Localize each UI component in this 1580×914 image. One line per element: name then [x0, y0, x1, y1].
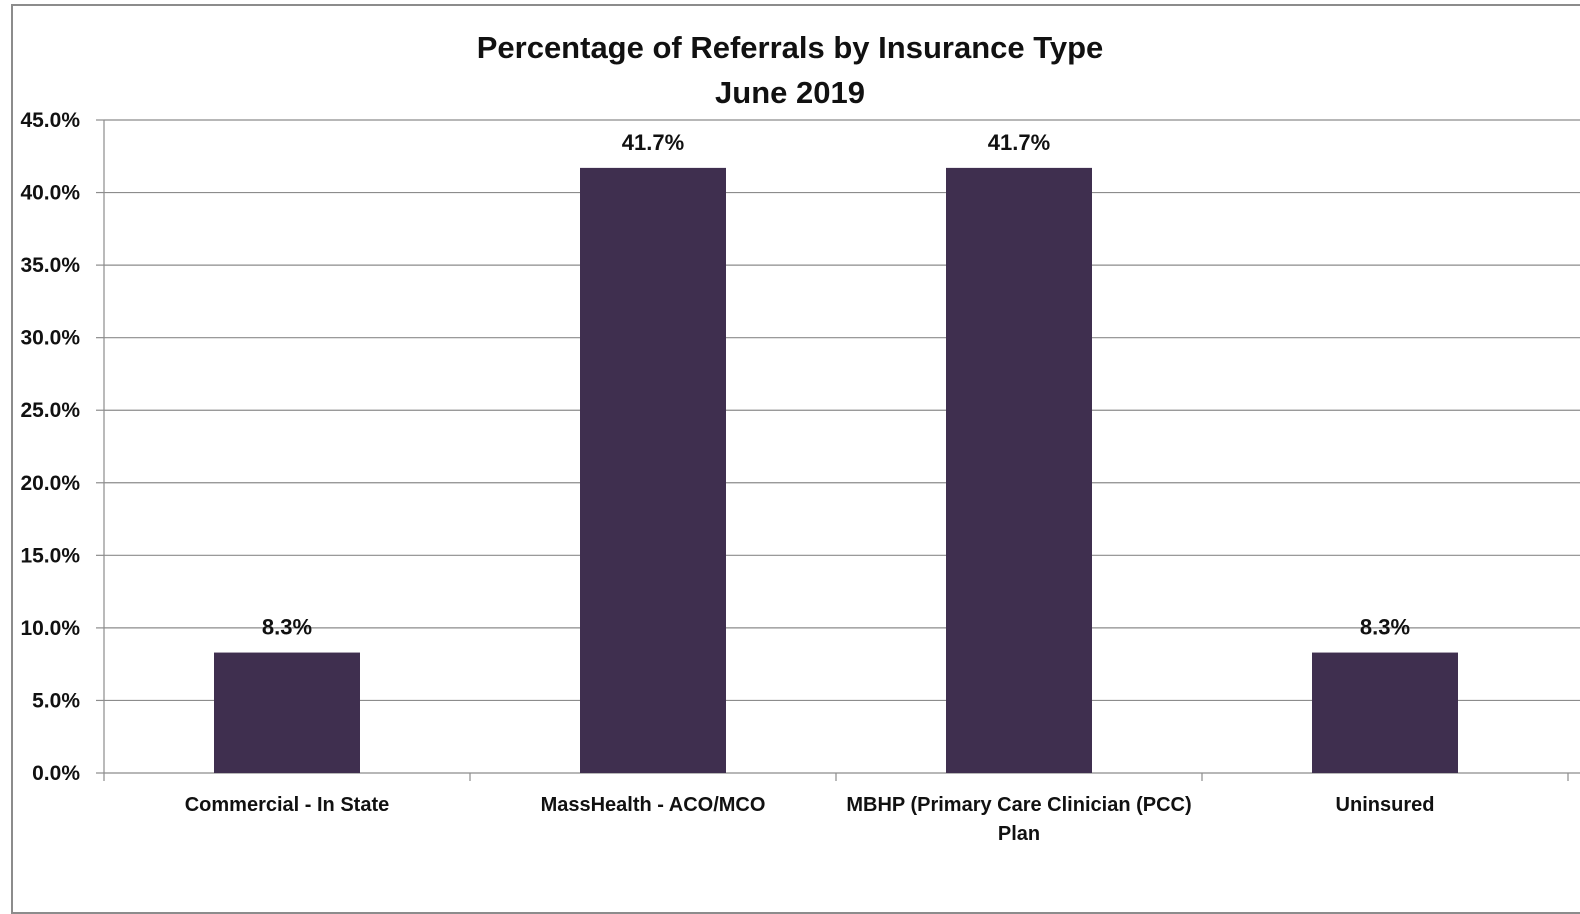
- bars: [214, 167, 1458, 774]
- category-label: MassHealth - ACO/MCO: [541, 794, 766, 816]
- data-label: 8.3%: [1360, 615, 1410, 640]
- bar: [580, 167, 726, 774]
- chart-subtitle: June 2019: [715, 75, 865, 110]
- y-tick-label: 45.0%: [20, 109, 80, 132]
- y-tick-label: 5.0%: [32, 689, 80, 712]
- chart-title: Percentage of Referrals by Insurance Typ…: [476, 30, 1104, 65]
- x-axis: [103, 772, 1580, 781]
- y-tick-label: 30.0%: [20, 327, 80, 350]
- y-tick-label: 40.0%: [20, 182, 80, 205]
- data-labels: 8.3% 41.7% 41.7% 8.3%: [262, 130, 1410, 640]
- gridlines: [104, 119, 1580, 702]
- bar: [214, 652, 360, 773]
- category-label: Commercial - In State: [185, 794, 390, 816]
- data-label: 8.3%: [262, 615, 312, 640]
- data-label: 41.7%: [988, 130, 1050, 155]
- y-tick-label: 15.0%: [20, 544, 80, 567]
- y-tick-label: 35.0%: [20, 254, 80, 277]
- category-label: Plan: [998, 823, 1040, 845]
- y-tick-label: 10.0%: [20, 617, 80, 640]
- category-label: MBHP (Primary Care Clinician (PCC): [846, 794, 1191, 816]
- data-label: 41.7%: [622, 130, 684, 155]
- y-axis: 0.0% 5.0% 10.0% 15.0% 20.0% 25.0% 30.0% 35.0% 40…: [20, 109, 105, 785]
- category-label: Uninsured: [1336, 794, 1435, 816]
- bar: [1312, 652, 1458, 773]
- y-tick-label: 0.0%: [32, 762, 80, 785]
- bar: [946, 167, 1092, 774]
- category-labels: Commercial - In State MassHealth - ACO/MC…: [185, 794, 1435, 845]
- y-tick-label: 20.0%: [20, 472, 80, 495]
- y-tick-label: 25.0%: [20, 399, 80, 422]
